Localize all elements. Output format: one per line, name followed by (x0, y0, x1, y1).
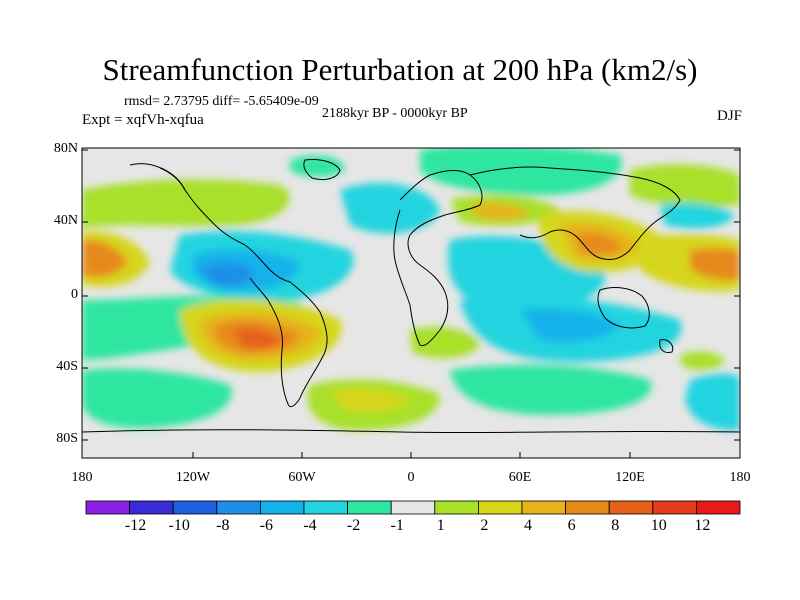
colorbar-swatch (347, 500, 392, 515)
colorbar-swatch (608, 500, 654, 515)
lon-label-180w: 180 (71, 470, 93, 485)
colorbar-label: -4 (303, 517, 317, 534)
coastlines (82, 159, 740, 434)
colorbar-swatch (565, 500, 610, 515)
colorbar-swatch (696, 500, 741, 515)
colorbar-swatch (521, 500, 566, 515)
lon-label-120w: 120W (175, 470, 211, 485)
colorbar-label: -6 (259, 517, 274, 534)
colorbar-label: 8 (611, 517, 620, 534)
colorbar-swatch (216, 500, 261, 515)
map-title: Streamfunction Perturbation at 200 hPa (… (102, 52, 698, 87)
colorbar-swatch (172, 500, 218, 515)
lon-label-60e: 60E (508, 470, 532, 485)
lon-label-120e: 120E (615, 470, 645, 485)
colorbar-label: 1 (436, 517, 445, 534)
lon-label-0: 0 (407, 470, 415, 485)
colorbar-label: 12 (694, 517, 711, 534)
colorbar-label: -2 (346, 517, 361, 534)
lat-label-80s: 80S (56, 431, 78, 446)
colorbar-label: 2 (480, 517, 489, 534)
lat-label-80n: 80N (53, 141, 78, 156)
lat-label-40n: 40N (53, 213, 78, 228)
colorbar-label: 4 (524, 517, 532, 534)
colorbar-label: -12 (124, 517, 147, 534)
lat-label-40s: 40S (56, 359, 78, 374)
colorbar-label: -1 (390, 517, 404, 534)
colorbar-label: -10 (168, 517, 190, 534)
colorbar-swatch (85, 500, 130, 515)
colorbar-swatch (259, 500, 305, 515)
colorbar-label: 6 (567, 517, 576, 534)
colorbar-swatch (477, 500, 523, 515)
lon-label-180e: 180 (729, 470, 751, 485)
axis-ticks (82, 149, 740, 458)
colorbar-label: 10 (650, 517, 667, 534)
colorbar-swatch (129, 500, 174, 515)
period-label: 2188kyr BP - 0000kyr BP (322, 106, 468, 121)
colorbar (85, 500, 741, 515)
rmsd-line: rmsd= 2.73795 diff= -5.65409e-09 (124, 94, 319, 109)
colorbar-swatch (652, 500, 697, 515)
lon-label-60w: 60W (288, 470, 316, 485)
experiment-label: Expt = xqfVh-xqfua (82, 112, 204, 128)
colorbar-label: -8 (216, 517, 230, 534)
colorbar-swatch (434, 500, 479, 515)
colorbar-swatch (303, 500, 348, 515)
season-label: DJF (716, 108, 742, 124)
field-layer (82, 148, 740, 458)
colorbar-swatch (390, 500, 436, 515)
lat-label-0: 0 (71, 287, 78, 302)
